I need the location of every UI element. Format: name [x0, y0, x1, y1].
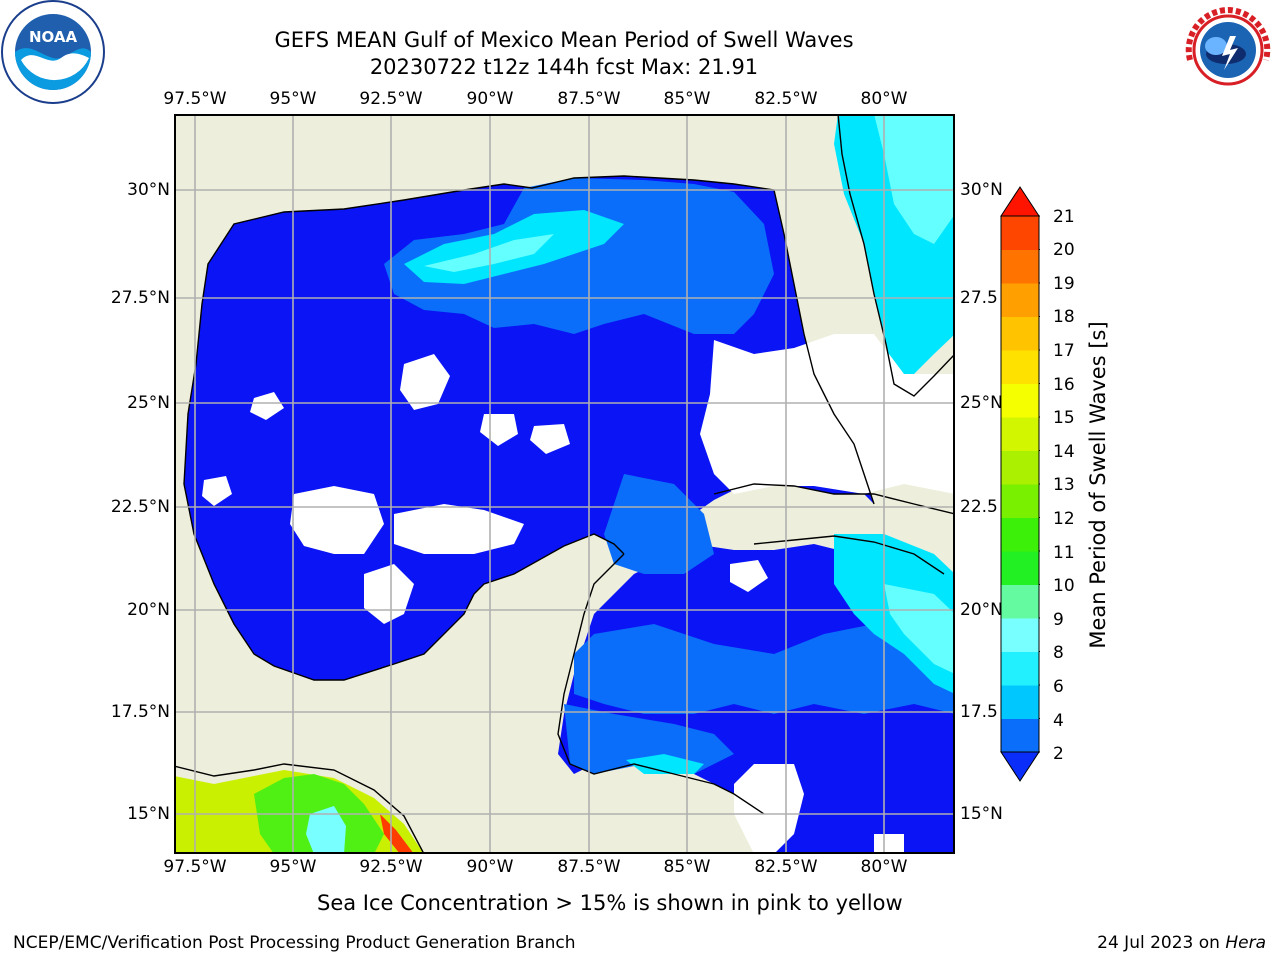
colorbar-tick-label: 11 [1053, 543, 1075, 563]
colorbar-segment [1001, 350, 1039, 384]
colorbar-segment [1001, 484, 1039, 518]
colorbar-tick-label: 4 [1053, 711, 1064, 731]
colorbar-segment [1001, 383, 1039, 418]
coastlines [174, 114, 955, 854]
light-cyan-patch-north [424, 234, 554, 272]
colorbar-tick-label: 18 [1053, 307, 1075, 327]
lon-label-top: 80°W [860, 89, 908, 109]
colorbar-tick-label: 21 [1053, 207, 1075, 227]
colorbar-tick-label: 13 [1053, 475, 1075, 495]
date-text: 24 Jul 2023 on [1097, 933, 1226, 953]
lon-label-top: 92.5°W [359, 89, 423, 109]
colorbar-segment [1001, 584, 1039, 619]
lon-label-top: 95°W [269, 89, 317, 109]
colorbar-tick-label: 2 [1053, 744, 1064, 764]
colorbar-segment [1001, 283, 1039, 317]
colorbar-segment [1001, 316, 1039, 351]
map-frame [174, 114, 955, 854]
light-cyan-patch-caribbean-east [884, 584, 955, 674]
sea-ice-note: Sea Ice Concentration > 15% is shown in … [317, 891, 903, 915]
pacific-red-band [380, 814, 414, 854]
colorbar-segment [1001, 417, 1039, 451]
colorbar-tick-label: 9 [1053, 610, 1064, 630]
colorbar-tick-label: 17 [1053, 341, 1075, 361]
lon-label-top: 87.5°W [557, 89, 621, 109]
colorbar-segment [1001, 249, 1039, 284]
lat-label-left: 25°N [127, 393, 170, 413]
mid-blue-band-caribbean [574, 624, 955, 714]
cyan-patch-honduras [626, 754, 704, 774]
colorbar-segment [1001, 551, 1039, 585]
colorbar-segment [1001, 450, 1039, 485]
light-cyan-patch-atlantic [874, 114, 955, 244]
lon-label-bottom: 82.5°W [754, 857, 818, 877]
swell-period-map [174, 114, 955, 854]
no-data-patches [202, 334, 955, 854]
colorbar-label: Mean Period of Swell Waves [s] [1086, 321, 1110, 649]
colorbar-segment [1001, 718, 1039, 753]
lon-label-bottom: 97.5°W [163, 857, 227, 877]
colorbar-tick-label: 8 [1053, 643, 1064, 663]
host-name: Hera [1225, 933, 1266, 953]
lon-label-bottom: 85°W [663, 857, 711, 877]
chart-title: GEFS MEAN Gulf of Mexico Mean Period of … [274, 28, 854, 52]
lon-label-top: 97.5°W [163, 89, 227, 109]
lon-label-bottom: 92.5°W [359, 857, 423, 877]
lat-label-left: 22.5°N [110, 497, 170, 517]
pacific-cyan-region [306, 806, 346, 854]
colorbar-segment [1001, 618, 1039, 652]
lat-label-left: 27.5°N [110, 288, 170, 308]
colorbar-tick-label: 16 [1053, 375, 1075, 395]
colorbar-tick-label: 14 [1053, 442, 1075, 462]
lon-label-top: 82.5°W [754, 89, 818, 109]
lon-label-bottom: 95°W [269, 857, 317, 877]
lat-label-left: 30°N [127, 180, 170, 200]
colorbar-tick-label: 12 [1053, 509, 1075, 529]
colorbar-extend-low [1000, 751, 1040, 782]
noaa-logo-icon: NOAA [1, 0, 105, 104]
lon-label-bottom: 90°W [466, 857, 514, 877]
colorbar-tick-label: 20 [1053, 240, 1075, 260]
lat-label-left: 15°N [127, 804, 170, 824]
colorbar-segment [1001, 651, 1039, 686]
graticule [174, 114, 955, 854]
colorbar-extend-high [1000, 186, 1040, 217]
colorbar-tick-label: 15 [1053, 408, 1075, 428]
nws-logo-icon [1179, 1, 1277, 99]
colorbar-tick-label: 6 [1053, 677, 1064, 697]
noaa-logo-text: NOAA [29, 28, 78, 46]
lat-label-left: 17.5°N [110, 702, 170, 722]
lat-label-right: 20°N [960, 600, 1003, 620]
lon-label-top: 90°W [466, 89, 514, 109]
credit-text: NCEP/EMC/Verification Post Processing Pr… [13, 933, 576, 953]
lat-label-right: 22.5 [960, 497, 998, 517]
colorbar-tick-label: 19 [1053, 274, 1075, 294]
lat-label-right: 30°N [960, 180, 1003, 200]
mid-blue-band-north [384, 178, 774, 334]
chart-subtitle: 20230722 t12z 144h fcst Max: 21.91 [369, 55, 759, 79]
lat-label-left: 20°N [127, 600, 170, 620]
lon-label-top: 85°W [663, 89, 711, 109]
colorbar [1000, 186, 1040, 782]
lat-label-right: 25°N [960, 393, 1003, 413]
lat-label-right: 17.5 [960, 702, 998, 722]
lat-label-right: 27.5 [960, 288, 998, 308]
lon-label-bottom: 80°W [860, 857, 908, 877]
colorbar-segment [1001, 517, 1039, 552]
lon-label-bottom: 87.5°W [557, 857, 621, 877]
mid-blue-band-honduras [564, 704, 734, 774]
date-stamp: 24 Jul 2023 on Hera [1097, 933, 1266, 953]
colorbar-segment [1001, 216, 1039, 250]
colorbar-segment [1001, 685, 1039, 719]
colorbar-tick-label: 10 [1053, 576, 1075, 596]
lat-label-right: 15°N [960, 804, 1003, 824]
